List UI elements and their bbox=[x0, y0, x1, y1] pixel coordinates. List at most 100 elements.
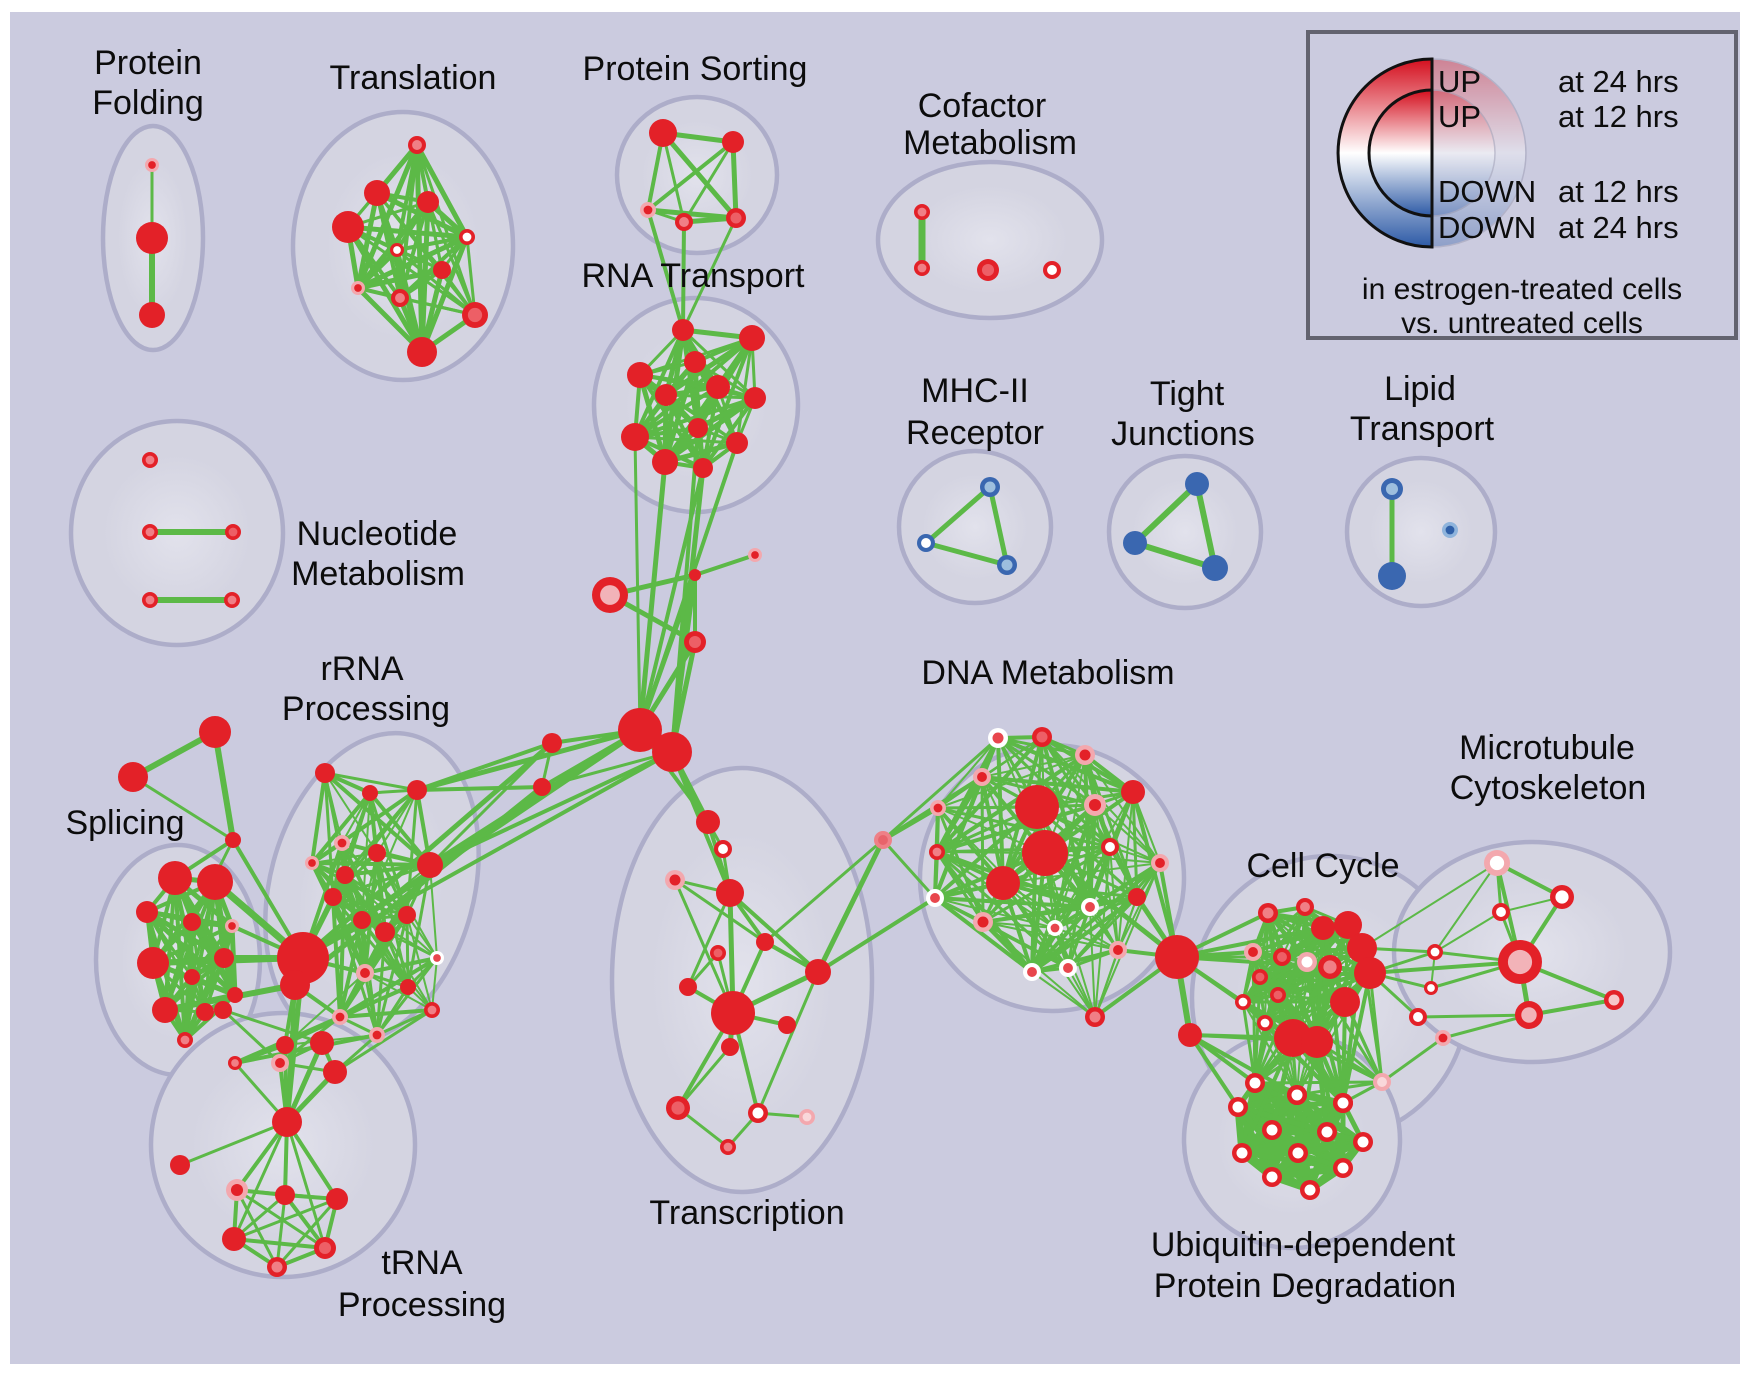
network-edge bbox=[331, 895, 409, 917]
network-edge bbox=[221, 1008, 282, 1065]
gene-node-center bbox=[1248, 947, 1258, 957]
network-edge bbox=[1341, 1000, 1347, 1105]
network-edge bbox=[1292, 927, 1324, 1039]
legend-box: UP at 24 hrs UP at 12 hrs DOWN at 12 hrs… bbox=[1306, 30, 1738, 340]
bridge-edge bbox=[1175, 955, 1295, 1040]
gene-node-ring bbox=[433, 261, 451, 279]
cluster-label-tight-junctions: Junctions bbox=[1111, 415, 1255, 453]
network-edge bbox=[936, 806, 1112, 849]
cluster-label-rrna-processing: rRNA bbox=[320, 650, 403, 688]
gene-node-center bbox=[1300, 902, 1310, 912]
gene-node-center bbox=[984, 481, 996, 493]
gene-node-center bbox=[992, 732, 1004, 744]
network-edge bbox=[1035, 805, 1139, 899]
gene-node-ring bbox=[170, 1155, 190, 1175]
bridge-edge bbox=[428, 741, 554, 867]
network-edge bbox=[1089, 906, 1096, 1018]
gene-node-center bbox=[462, 232, 472, 242]
gene-node-center bbox=[1255, 972, 1265, 982]
network-edge bbox=[419, 234, 470, 355]
network-edge bbox=[701, 336, 754, 470]
cluster-label-ubiquitin-degradation: Ubiquitin-dependent bbox=[1151, 1226, 1456, 1264]
bridge-edge bbox=[881, 736, 1000, 842]
bridge-edge bbox=[670, 426, 700, 754]
gene-node-ring bbox=[324, 888, 342, 906]
network-edge bbox=[414, 142, 470, 240]
network-edge bbox=[1434, 862, 1498, 953]
network-edge bbox=[429, 864, 438, 959]
cluster-label-lipid-transport: Transport bbox=[1350, 410, 1495, 448]
network-edge bbox=[673, 878, 767, 944]
gene-node-ring bbox=[739, 325, 765, 351]
gene-node-ring bbox=[184, 969, 200, 985]
gene-node-center bbox=[145, 527, 155, 537]
gene-node-center bbox=[318, 1241, 332, 1255]
legend-down-12-time: at 12 hrs bbox=[1558, 174, 1679, 209]
gene-node-ring bbox=[1121, 780, 1145, 804]
bridge-edge bbox=[428, 750, 674, 867]
gene-node-ring bbox=[364, 180, 390, 206]
gene-node-center bbox=[679, 217, 689, 227]
gene-node-ring bbox=[711, 991, 755, 1035]
network-edge bbox=[756, 970, 820, 1115]
network-edge bbox=[406, 863, 432, 989]
legend-inner-left-half bbox=[1367, 88, 1434, 218]
gene-node-center bbox=[751, 551, 759, 559]
network-edge bbox=[285, 1120, 327, 1250]
gene-node-center bbox=[395, 293, 405, 303]
bridge-edge bbox=[278, 1015, 342, 1065]
gene-node-center bbox=[427, 1005, 437, 1015]
gene-node-ring bbox=[158, 861, 192, 895]
gene-node-ring bbox=[721, 1038, 739, 1056]
bridge-edge bbox=[1175, 926, 1325, 959]
gene-node-center bbox=[932, 847, 942, 857]
gene-node-center bbox=[1238, 997, 1248, 1007]
gene-node-center bbox=[1249, 1077, 1261, 1089]
bridge-edge bbox=[816, 896, 937, 974]
bridge-edge bbox=[1296, 1040, 1319, 1155]
legend-up-12-time: at 12 hrs bbox=[1558, 99, 1679, 134]
gene-node-ring bbox=[1330, 987, 1360, 1017]
gene-node-center bbox=[1089, 1011, 1101, 1023]
gene-node-ring bbox=[197, 864, 233, 900]
gene-node-ring bbox=[398, 906, 416, 924]
network-edge bbox=[1242, 1001, 1298, 1096]
cluster-ellipse-lipid-transport bbox=[1344, 455, 1498, 609]
network-edge bbox=[178, 1120, 289, 1167]
gene-node-ring bbox=[722, 131, 744, 153]
bridge-edge bbox=[638, 466, 705, 732]
gene-node-ring bbox=[323, 1060, 347, 1084]
gene-node-ring bbox=[621, 423, 649, 451]
network-edge bbox=[633, 385, 720, 439]
gene-node-center bbox=[271, 1261, 283, 1273]
gene-node-ring bbox=[332, 211, 364, 243]
network-edge bbox=[730, 139, 739, 221]
bridge-edge bbox=[1240, 1036, 1295, 1155]
gene-node-ring bbox=[136, 222, 168, 254]
gene-node-ring bbox=[696, 810, 720, 834]
network-edge bbox=[701, 396, 757, 470]
gene-node-center bbox=[713, 948, 723, 958]
gene-node-center bbox=[921, 538, 931, 548]
network-edge bbox=[693, 553, 757, 577]
gene-node-center bbox=[337, 838, 347, 848]
gene-node-center bbox=[1385, 482, 1399, 496]
gene-node-center bbox=[917, 207, 927, 217]
network-edge bbox=[163, 920, 194, 1012]
network-edge bbox=[1002, 882, 1119, 951]
bridge-edge bbox=[681, 216, 738, 332]
gene-node-center bbox=[1507, 949, 1533, 975]
network-edge bbox=[300, 740, 555, 961]
network-edge bbox=[338, 956, 439, 1019]
network-edge bbox=[131, 775, 235, 842]
bridge-edge bbox=[1188, 1033, 1240, 1109]
network-edge bbox=[682, 140, 735, 224]
cluster-label-dna-metabolism: DNA Metabolism bbox=[921, 654, 1174, 692]
gene-node-ring bbox=[706, 375, 730, 399]
legend-down-12-dir: DOWN bbox=[1438, 174, 1537, 209]
gene-node-ring bbox=[672, 319, 694, 341]
network-edge bbox=[1368, 971, 1384, 1084]
gene-node-center bbox=[1291, 1089, 1303, 1101]
network-edge bbox=[980, 775, 1135, 794]
gene-node-ring bbox=[336, 866, 354, 884]
